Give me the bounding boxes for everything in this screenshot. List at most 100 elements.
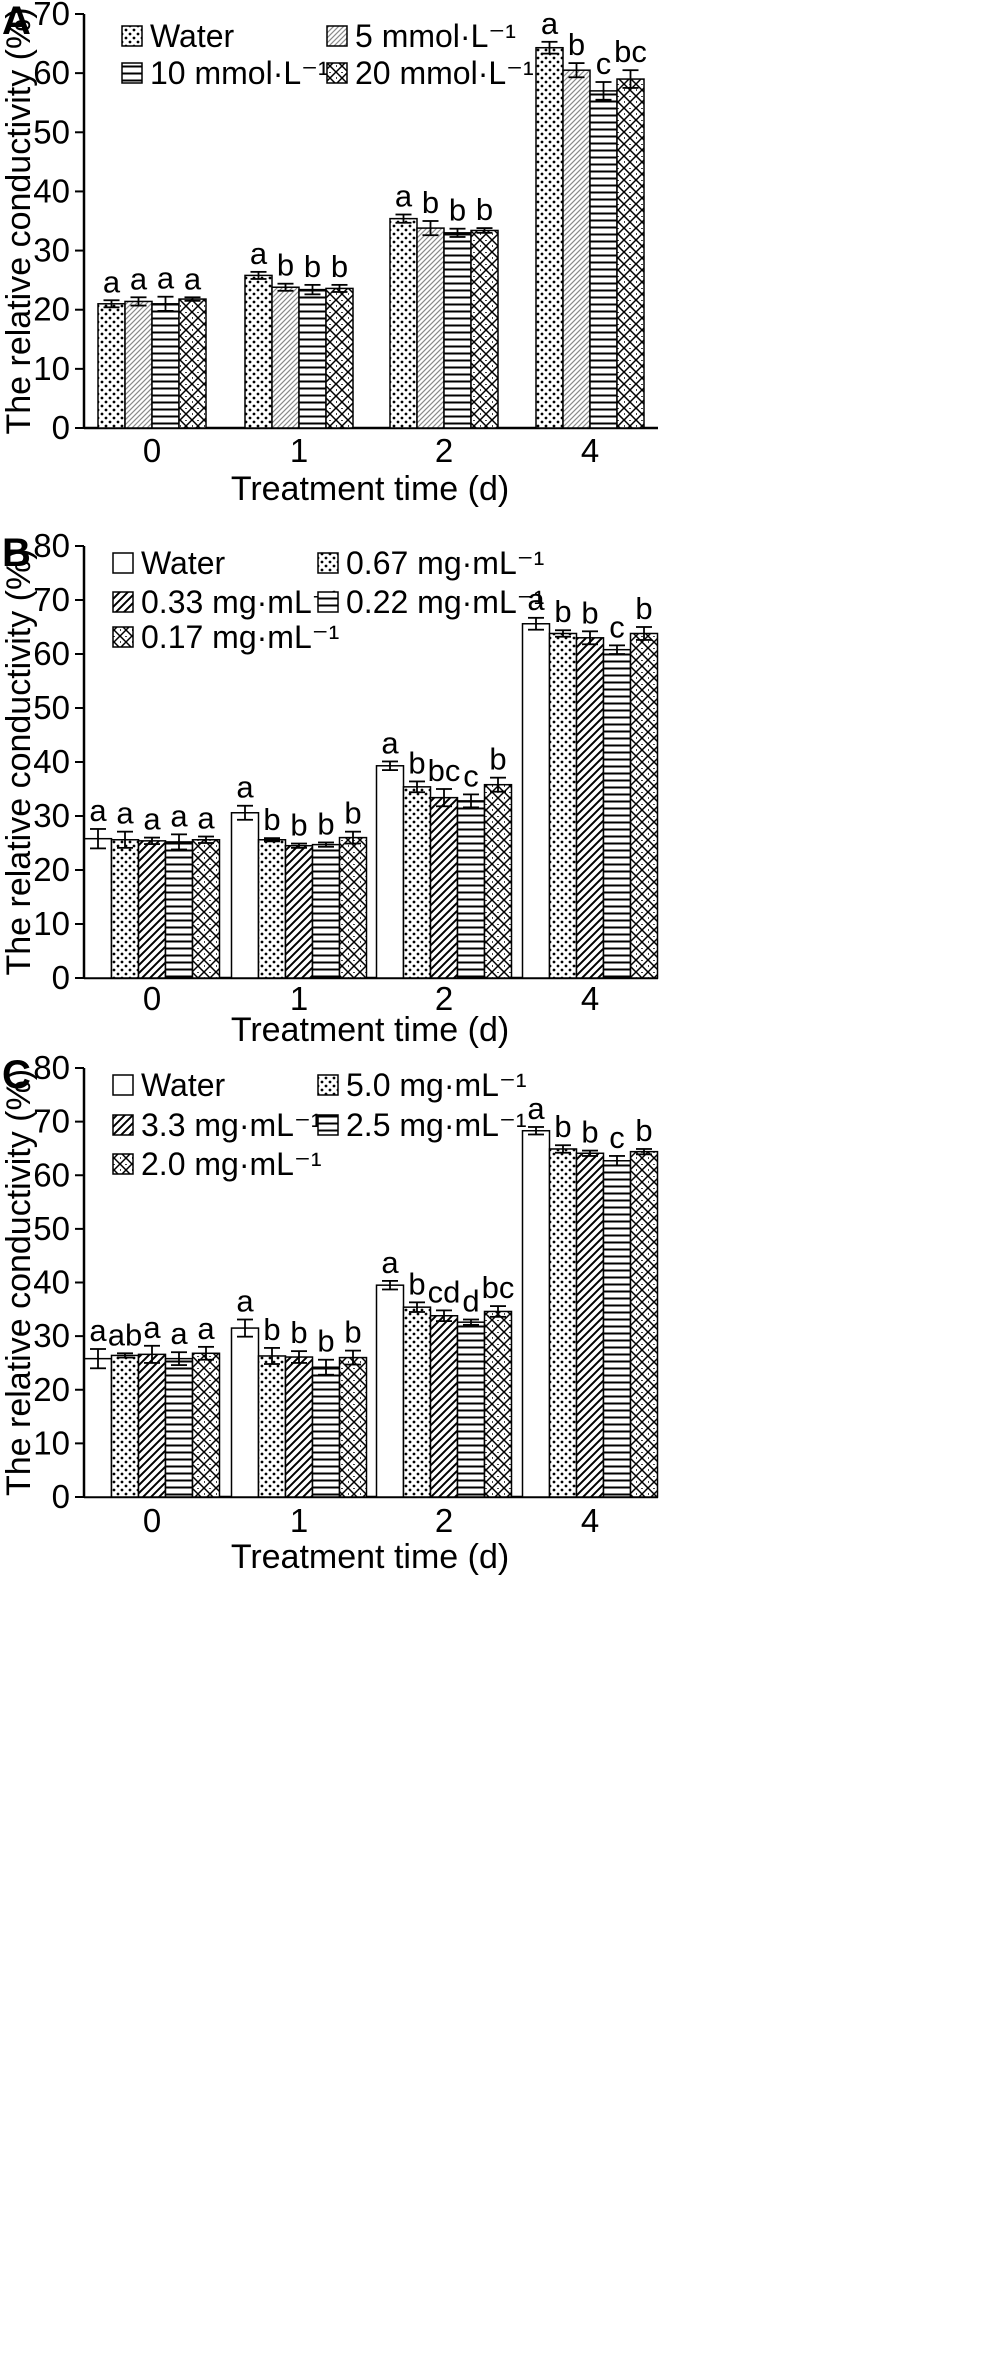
y-tick-label: 50 (33, 113, 70, 150)
panel-a-chart: A 0 10 20 30 40 50 60 70 0 1 2 4 Treatment time (d) Th… (0, 0, 658, 508)
bar (470, 229, 499, 429)
bar (389, 217, 418, 429)
bar (338, 836, 368, 979)
bar (521, 1129, 551, 1498)
significance-letter: b (408, 1266, 425, 1301)
legend-label: 0.67 mg·mL⁻¹ (346, 545, 544, 581)
significance-letter: b (489, 742, 506, 777)
bar (562, 69, 591, 429)
bar (375, 765, 405, 979)
y-tick-label: 10 (33, 905, 70, 942)
bar (271, 286, 300, 429)
legend-label: 0.17 mg·mL⁻¹ (141, 619, 339, 655)
y-axis-title: The relative conductivity (%) (0, 1069, 38, 1496)
y-tick-label: 10 (33, 1424, 70, 1461)
panel-c-chart: C 0 10 20 30 40 50 60 70 80 0 1 2 4 Treatment time (d)… (0, 1049, 659, 1576)
bar (298, 288, 327, 429)
significance-letter: a (143, 802, 161, 837)
legend-label: 5 mmol·L⁻¹ (355, 18, 516, 54)
significance-letter: b (290, 1315, 307, 1350)
y-axis-title: The relative conductivity (%) (0, 7, 38, 434)
legend-swatch (112, 591, 134, 613)
bar (535, 46, 564, 429)
bar (325, 287, 354, 429)
significance-letter: a (116, 796, 134, 831)
bar (616, 78, 645, 429)
significance-letter: b (449, 193, 466, 228)
bar (521, 623, 551, 979)
legend-swatch (317, 591, 339, 613)
legend-label: 0.22 mg·mL⁻¹ (346, 584, 544, 620)
significance-letter: d (462, 1284, 479, 1319)
y-tick-label: 50 (33, 689, 70, 726)
bar (629, 1150, 659, 1498)
bar (137, 1353, 167, 1498)
significance-letter: c (463, 758, 479, 793)
legend-swatch (317, 552, 339, 574)
significance-letter: a (130, 261, 148, 296)
bar (311, 1366, 341, 1498)
panel-label: A (2, 0, 31, 43)
significance-letter: a (170, 798, 188, 833)
y-tick-label: 20 (33, 851, 70, 888)
bar (110, 1354, 140, 1498)
x-tick-label: 4 (581, 1502, 599, 1539)
significance-letter: bc (428, 753, 461, 788)
legend-swatch (112, 552, 134, 574)
legend-label: 5.0 mg·mL⁻¹ (346, 1067, 526, 1103)
legend-swatch (112, 626, 134, 648)
bar (416, 227, 445, 429)
y-tick-label: 20 (33, 291, 70, 328)
significance-letter: c (609, 1120, 625, 1155)
significance-letter: a (250, 236, 268, 271)
bar (110, 839, 140, 979)
bar (83, 1357, 113, 1498)
bar (191, 1352, 221, 1498)
y-tick-label: 0 (52, 959, 70, 996)
y-tick-label: 70 (33, 0, 70, 32)
x-axis-title: Treatment time (d) (231, 1538, 509, 1576)
panel-label: C (2, 1053, 31, 1097)
bar (257, 1355, 287, 1498)
significance-letter: b (635, 1113, 652, 1148)
significance-letter: bc (614, 34, 647, 69)
bar (284, 844, 314, 979)
bar (443, 232, 472, 429)
significance-letter: c (596, 46, 612, 81)
significance-letter: a (395, 178, 413, 213)
x-tick-label: 1 (290, 980, 308, 1017)
bar (602, 648, 632, 979)
significance-letter: a (236, 770, 254, 805)
significance-letter: b (422, 185, 439, 220)
bar (164, 841, 194, 979)
significance-letter: cd (428, 1274, 461, 1309)
bar (483, 1310, 513, 1498)
bar (164, 1357, 194, 1498)
legend-swatch (317, 1114, 339, 1136)
significance-letter: a (381, 1245, 399, 1280)
significance-letter: b (344, 796, 361, 831)
bar (230, 1327, 260, 1498)
legend-label: Water (150, 18, 235, 54)
bar (456, 1321, 486, 1498)
legend-label: 2.0 mg·mL⁻¹ (141, 1146, 321, 1182)
legend-swatch (326, 62, 348, 84)
significance-letter: b (408, 745, 425, 780)
significance-letter: a (527, 582, 545, 617)
significance-letter: b (581, 595, 598, 630)
panel-b-chart: B 0 10 20 30 40 50 60 70 80 0 1 2 4 Treatment time (d)… (0, 527, 659, 1049)
bar (429, 1314, 459, 1498)
significance-letter: a (527, 1091, 545, 1126)
x-tick-label: 2 (435, 980, 453, 1017)
bar (575, 637, 605, 979)
bar (83, 837, 113, 979)
y-tick-label: 60 (33, 54, 70, 91)
bar (456, 800, 486, 979)
y-tick-label: 80 (33, 527, 70, 564)
y-tick-label: 40 (33, 1264, 70, 1301)
legend-swatch (121, 25, 143, 47)
legend-label: 3.3 mg·mL⁻¹ (141, 1107, 321, 1143)
bar (338, 1356, 368, 1498)
significance-letter: b (554, 594, 571, 629)
significance-letter: b (317, 806, 334, 841)
